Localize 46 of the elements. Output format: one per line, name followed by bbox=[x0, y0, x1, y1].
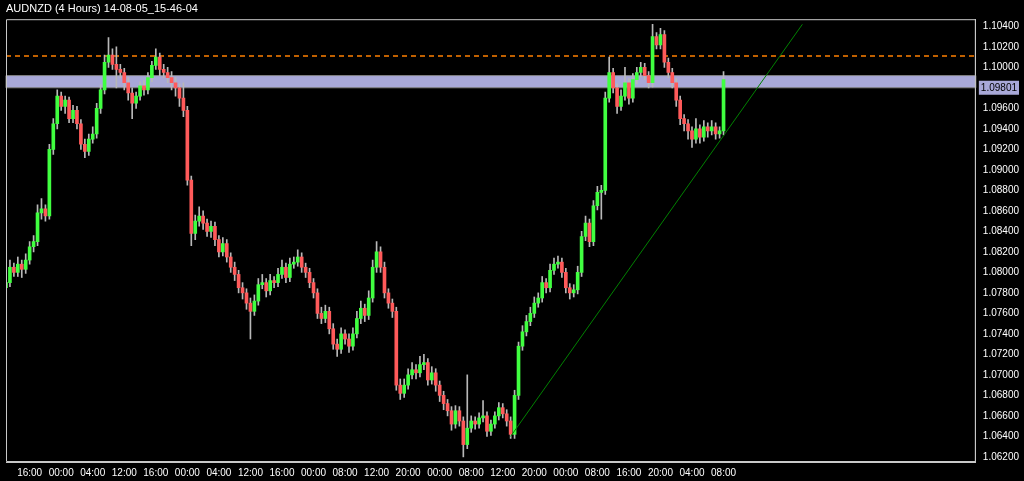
y-tick-label: 1.08600 bbox=[982, 204, 1020, 216]
x-tick-label: 08:00 bbox=[332, 466, 358, 478]
y-tick-label: 1.09000 bbox=[982, 163, 1020, 175]
x-tick-label: 20:00 bbox=[395, 466, 422, 478]
x-tick-label: 12:00 bbox=[364, 466, 390, 478]
x-tick-label: 00:00 bbox=[427, 466, 453, 478]
x-tick-label: 08:00 bbox=[711, 466, 737, 478]
x-tick-label: 16:00 bbox=[17, 466, 43, 478]
y-tick-label: 1.07600 bbox=[982, 307, 1020, 319]
x-tick-label: 16:00 bbox=[143, 466, 169, 478]
y-tick-label: 1.10400 bbox=[982, 20, 1020, 32]
x-tick-label: 04:00 bbox=[80, 466, 106, 478]
y-tick-label: 1.09400 bbox=[982, 122, 1020, 134]
x-tick-label: 12:00 bbox=[237, 466, 264, 478]
x-tick-label: 00:00 bbox=[553, 466, 579, 478]
y-tick-label: 1.06200 bbox=[982, 450, 1020, 462]
x-tick-label: 20:00 bbox=[521, 466, 548, 478]
x-tick-label: 00:00 bbox=[48, 466, 75, 478]
y-tick-label: 1.06800 bbox=[982, 389, 1020, 401]
x-tick-label: 20:00 bbox=[647, 466, 674, 478]
x-tick-label: 08:00 bbox=[458, 466, 485, 478]
y-tick-label: 1.06400 bbox=[982, 430, 1020, 442]
x-tick-label: 00:00 bbox=[301, 466, 327, 478]
x-tick-label: 04:00 bbox=[679, 466, 705, 478]
x-tick-label: 12:00 bbox=[490, 466, 516, 478]
y-tick-label: 1.08000 bbox=[982, 266, 1020, 278]
y-tick-label: 1.09200 bbox=[982, 143, 1020, 155]
x-tick-label: 16:00 bbox=[616, 466, 642, 478]
y-tick-label: 1.10000 bbox=[982, 61, 1020, 73]
x-tick-label: 00:00 bbox=[174, 466, 201, 478]
y-tick-label: 1.07200 bbox=[982, 348, 1020, 360]
band-label: 1.09801 bbox=[980, 81, 1018, 93]
x-tick-label: 08:00 bbox=[584, 466, 611, 478]
y-tick-label: 1.07400 bbox=[982, 327, 1020, 339]
x-tick-label: 12:00 bbox=[111, 466, 138, 478]
chart-title: AUDNZD (4 Hours) 14-08-05_15-46-04 bbox=[6, 1, 198, 14]
x-tick-label: 04:00 bbox=[206, 466, 232, 478]
y-tick-label: 1.07800 bbox=[982, 286, 1020, 298]
y-tick-label: 1.08800 bbox=[982, 184, 1020, 196]
y-tick-label: 1.08200 bbox=[982, 245, 1020, 257]
y-tick-label: 1.09600 bbox=[982, 102, 1020, 114]
y-tick-label: 1.07000 bbox=[982, 368, 1020, 380]
y-tick-label: 1.10200 bbox=[982, 40, 1020, 52]
y-tick-label: 1.08400 bbox=[982, 225, 1020, 237]
y-tick-label: 1.06600 bbox=[982, 409, 1020, 421]
x-tick-label: 16:00 bbox=[269, 466, 295, 478]
